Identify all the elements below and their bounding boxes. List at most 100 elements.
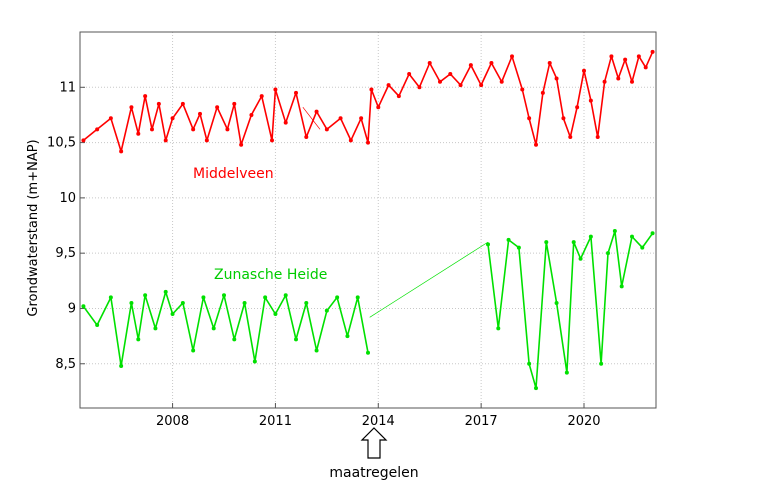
- data-point-middelveen: [198, 111, 202, 116]
- data-point-zunasche-heide: [366, 350, 370, 355]
- data-point-zunasche-heide: [222, 293, 226, 298]
- data-point-zunasche-heide: [650, 231, 655, 236]
- y-tick-label: 8,5: [55, 357, 76, 372]
- data-point-middelveen: [369, 87, 374, 92]
- data-point-middelveen: [616, 76, 621, 81]
- data-point-middelveen: [95, 127, 100, 132]
- data-point-middelveen: [386, 83, 391, 88]
- data-point-zunasche-heide: [534, 386, 538, 391]
- data-point-middelveen: [359, 116, 364, 121]
- data-point-zunasche-heide: [612, 229, 617, 234]
- data-point-middelveen: [376, 105, 381, 110]
- data-point-middelveen: [561, 116, 566, 121]
- up-arrow-icon: [360, 427, 388, 459]
- data-point-middelveen: [527, 116, 532, 121]
- data-point-zunasche-heide: [263, 295, 268, 300]
- data-point-zunasche-heide: [578, 256, 583, 261]
- data-point-zunasche-heide: [153, 326, 158, 331]
- y-axis-label: Grondwaterstand (m+NAP): [26, 139, 41, 316]
- series-group: [81, 49, 655, 391]
- data-point-zunasche-heide: [119, 363, 124, 368]
- data-point-middelveen: [294, 90, 298, 95]
- data-point-zunasche-heide: [129, 300, 134, 305]
- gap-connector: [369, 241, 489, 318]
- series-zunasche-heide: [81, 229, 655, 391]
- data-point-middelveen: [259, 94, 264, 99]
- data-point-middelveen: [602, 79, 607, 84]
- plot-frame: [79, 31, 657, 409]
- data-point-middelveen: [547, 60, 552, 65]
- y-tick-label: 9: [68, 301, 76, 316]
- data-point-middelveen: [448, 72, 453, 77]
- data-point-zunasche-heide: [619, 284, 624, 289]
- data-point-middelveen: [623, 57, 628, 62]
- data-point-middelveen: [396, 94, 401, 99]
- data-point-zunasche-heide: [163, 289, 168, 294]
- data-point-middelveen: [510, 54, 514, 59]
- data-point-zunasche-heide: [564, 370, 569, 375]
- data-point-middelveen: [239, 142, 244, 147]
- data-point-middelveen: [232, 101, 237, 106]
- data-point-middelveen: [458, 83, 463, 88]
- data-point-middelveen: [304, 135, 309, 140]
- data-point-middelveen: [407, 72, 412, 77]
- data-point-middelveen: [630, 79, 634, 84]
- data-point-zunasche-heide: [527, 361, 532, 366]
- data-point-middelveen: [540, 90, 545, 95]
- data-point-middelveen: [283, 120, 288, 125]
- data-point-zunasche-heide: [143, 293, 148, 298]
- data-point-middelveen: [215, 105, 220, 110]
- data-point-zunasche-heide: [571, 240, 576, 245]
- data-point-middelveen: [314, 109, 319, 114]
- data-point-middelveen: [225, 127, 230, 132]
- data-point-zunasche-heide: [355, 295, 360, 300]
- x-tick-label: 2011: [259, 414, 292, 429]
- data-point-zunasche-heide: [283, 293, 288, 298]
- data-point-zunasche-heide: [211, 326, 216, 331]
- data-point-middelveen: [417, 85, 422, 90]
- data-point-zunasche-heide: [108, 295, 113, 300]
- data-point-zunasche-heide: [95, 323, 100, 328]
- data-point-middelveen: [554, 76, 559, 81]
- data-point-middelveen: [119, 149, 124, 154]
- data-point-middelveen: [170, 116, 175, 121]
- data-point-middelveen: [273, 87, 278, 92]
- label-zunasche-heide: Zunasche Heide: [214, 267, 327, 283]
- x-tick-label: 2008: [156, 414, 189, 429]
- data-point-middelveen: [191, 127, 196, 132]
- data-point-middelveen: [643, 65, 648, 70]
- data-point-zunasche-heide: [314, 348, 319, 353]
- data-point-zunasche-heide: [516, 245, 521, 250]
- data-point-middelveen: [588, 98, 593, 103]
- y-tick-label: 11: [59, 80, 76, 95]
- data-point-zunasche-heide: [252, 359, 257, 364]
- label-middelveen: Middelveen: [193, 166, 274, 182]
- data-point-middelveen: [609, 54, 614, 59]
- data-point-zunasche-heide: [180, 300, 185, 305]
- y-tick-label: 10,5: [47, 136, 76, 151]
- data-point-middelveen: [163, 138, 168, 143]
- data-point-zunasche-heide: [544, 240, 549, 245]
- data-point-middelveen: [582, 68, 586, 73]
- data-point-zunasche-heide: [606, 251, 610, 256]
- data-point-zunasche-heide: [304, 300, 309, 305]
- data-point-middelveen: [499, 79, 504, 84]
- data-point-zunasche-heide: [324, 308, 329, 313]
- data-point-middelveen: [249, 112, 254, 117]
- data-point-middelveen: [366, 140, 370, 145]
- data-point-zunasche-heide: [232, 337, 237, 342]
- data-point-zunasche-heide: [191, 348, 196, 353]
- data-point-middelveen: [108, 116, 113, 121]
- data-point-zunasche-heide: [294, 337, 298, 342]
- x-tick-label: 2017: [465, 414, 498, 429]
- data-point-middelveen: [324, 127, 329, 132]
- data-point-middelveen: [129, 105, 134, 110]
- data-point-zunasche-heide: [81, 304, 86, 309]
- data-point-middelveen: [427, 60, 432, 65]
- data-point-zunasche-heide: [588, 234, 593, 239]
- data-point-zunasche-heide: [170, 312, 175, 316]
- data-point-middelveen: [150, 127, 154, 132]
- data-point-zunasche-heide: [335, 295, 340, 300]
- data-point-middelveen: [534, 142, 538, 147]
